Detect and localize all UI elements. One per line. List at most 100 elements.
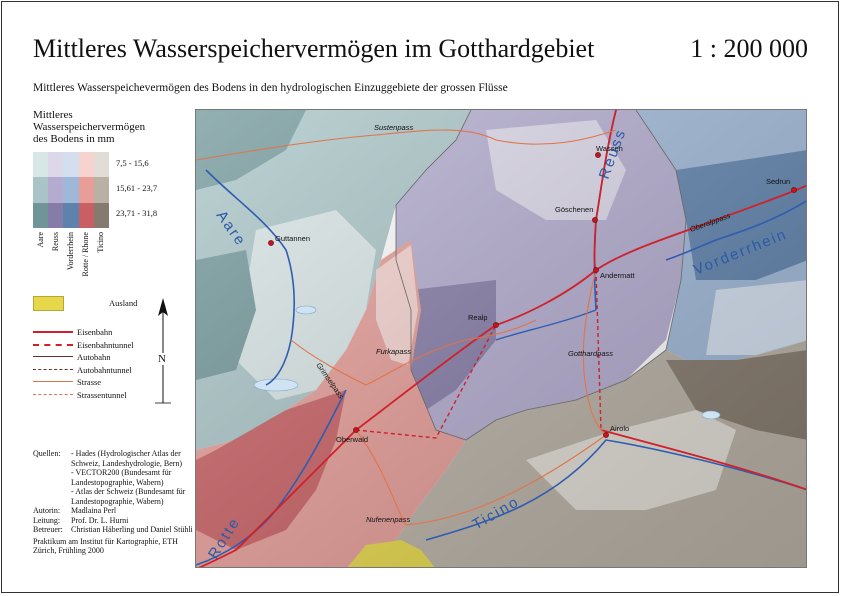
- place-label: Guttannen: [275, 234, 310, 243]
- place-label: Airolo: [610, 424, 629, 433]
- credit-value: Madlaina Perl: [71, 506, 117, 515]
- legend-color-cell: [48, 177, 64, 203]
- legend-title: Mittleres Wasserspeichervermögen des Bod…: [33, 109, 193, 145]
- legend-line-swatch: [33, 331, 73, 333]
- legend-class-label: 23,71 - 31,8: [116, 208, 158, 218]
- legend-color-cell: [78, 177, 94, 203]
- credit-footer: Praktikum am Institut für Kartographie, …: [33, 536, 178, 556]
- legend-line-label: Strassentunnel: [77, 389, 127, 400]
- credit-value: Prof. Dr. L. Hurni: [71, 515, 129, 525]
- legend-color-cell: [33, 177, 49, 203]
- railway: [593, 110, 806, 271]
- place-label: Sedrun: [766, 177, 790, 186]
- place-marker: [791, 187, 797, 193]
- legend-class-label: 7,5 - 15,6: [116, 158, 149, 168]
- credit-value: Christian Häberling und Daniel Stühli: [71, 525, 193, 534]
- legend-color-cell: [93, 177, 109, 203]
- place-marker: [353, 427, 359, 433]
- place-marker: [603, 432, 609, 438]
- relief-map: Wassen Göschenen Andermatt Sedrun Guttannen R…: [195, 109, 807, 568]
- legend-color-cell: [93, 202, 109, 228]
- place-marker: [595, 152, 601, 158]
- legend-line-item: Strassentunnel: [33, 389, 183, 403]
- legend-color-cell: [48, 202, 64, 228]
- legend-line-label: Eisenbahn: [77, 327, 113, 337]
- basin-boundary: [395, 110, 472, 441]
- legend-color-cell: [63, 152, 79, 178]
- railway: [600, 429, 806, 491]
- river-furkareuss: [495, 309, 597, 341]
- lake: [295, 305, 317, 315]
- legend-title-line: Wasserspeichervermögen: [33, 121, 146, 133]
- legend-line-swatch: [33, 393, 73, 395]
- legend-class-label: 15,61 - 23,7: [116, 183, 158, 193]
- legend-line-item: Eisenbahn: [33, 326, 183, 340]
- legend-color-cell: [33, 152, 49, 178]
- pass-label: Nufenenpass: [366, 515, 410, 524]
- place-label: Andermatt: [600, 271, 636, 280]
- credit-key: Autorin:: [33, 506, 61, 515]
- credit-row: Quellen: - Hades (Hydrologischer Atlas de…: [33, 449, 193, 468]
- legend-color-cell: [78, 152, 94, 178]
- place-label: Oberwald: [336, 435, 368, 444]
- legend-line-label: Strasse: [77, 377, 102, 387]
- place-label: Wassen: [596, 144, 623, 153]
- pass-label: Sustenpass: [374, 123, 413, 132]
- legend-river-label: Reuss: [51, 232, 60, 252]
- pass-label: Gotthardpass: [568, 349, 613, 358]
- legend-line-item: Eisenbahntunnel: [33, 339, 183, 353]
- legend-line-swatch: [33, 343, 73, 346]
- ausland-label: Ausland: [109, 298, 138, 308]
- pass-label: Furkapass: [376, 347, 411, 356]
- map-title: Mittleres Wasserspeichervermögen im Gott…: [33, 34, 595, 63]
- legend-line-swatch: [33, 381, 73, 382]
- legend-river-label: Aare: [36, 232, 45, 248]
- legend-color-matrix: [33, 152, 109, 228]
- credits-block: Quellen: - Hades (Hydrologischer Atlas de…: [33, 449, 193, 556]
- legend-color-cell: [63, 202, 79, 228]
- legend-title-line: des Bodens in mm: [33, 133, 115, 145]
- place-marker: [493, 322, 499, 328]
- river-aare: [205, 169, 296, 386]
- legend-line-swatch: [33, 368, 73, 370]
- north-label: N: [157, 353, 167, 365]
- place-marker: [268, 240, 274, 246]
- legend-line-label: Autobahntunnel: [77, 364, 132, 375]
- legend-title-line: Mittleres: [33, 109, 73, 121]
- credit-value: - Hades (Hydrologischer Atlas der Schwei…: [71, 449, 183, 468]
- river-ticino: [425, 439, 806, 541]
- road: [355, 429, 607, 526]
- legend-river-label: Rotte / Rhone: [81, 232, 90, 277]
- legend-color-cell: [78, 202, 94, 228]
- road: [196, 129, 617, 161]
- legend-line-label: Eisenbahntunnel: [77, 339, 134, 350]
- credit-value: - Atlas der Schweiz (Bundesamt für Lande…: [71, 487, 186, 506]
- road: [290, 319, 537, 386]
- place-marker: [593, 267, 599, 273]
- credit-row: Leitung: Prof. Dr. L. Hurni: [33, 516, 193, 526]
- legend-line-swatch: [33, 356, 73, 357]
- place-label: Realp: [468, 313, 488, 322]
- legend-color-cell: [63, 177, 79, 203]
- credit-row: - Atlas der Schweiz (Bundesamt für Lande…: [33, 487, 193, 506]
- credit-key: [33, 487, 71, 506]
- credit-key: Betreuer:: [33, 525, 63, 534]
- map-canvas: Wassen Göschenen Andermatt Sedrun Guttannen R…: [196, 110, 806, 567]
- lake: [253, 378, 299, 392]
- ausland-swatch: [33, 296, 64, 311]
- map-scale: 1 : 200 000: [690, 34, 808, 63]
- credit-row: - VECTOR200 (Bundesamt für Landestopogra…: [33, 468, 193, 487]
- legend-river-label: Vorderrhein: [66, 232, 75, 271]
- legend-color-cell: [48, 152, 64, 178]
- credit-key: Quellen:: [33, 449, 61, 458]
- place-marker: [592, 217, 598, 223]
- lake: [701, 410, 721, 420]
- legend-color-cell: [33, 202, 49, 228]
- map-subtitle: Mittleres Wasserspeichevermögen des Bode…: [33, 82, 508, 94]
- legend-river-label: Ticino: [96, 232, 105, 253]
- place-label: Göschenen: [555, 205, 593, 214]
- basin-boundary: [465, 110, 687, 441]
- railway-tunnel: [355, 324, 497, 439]
- railway-tunnel: [595, 269, 602, 431]
